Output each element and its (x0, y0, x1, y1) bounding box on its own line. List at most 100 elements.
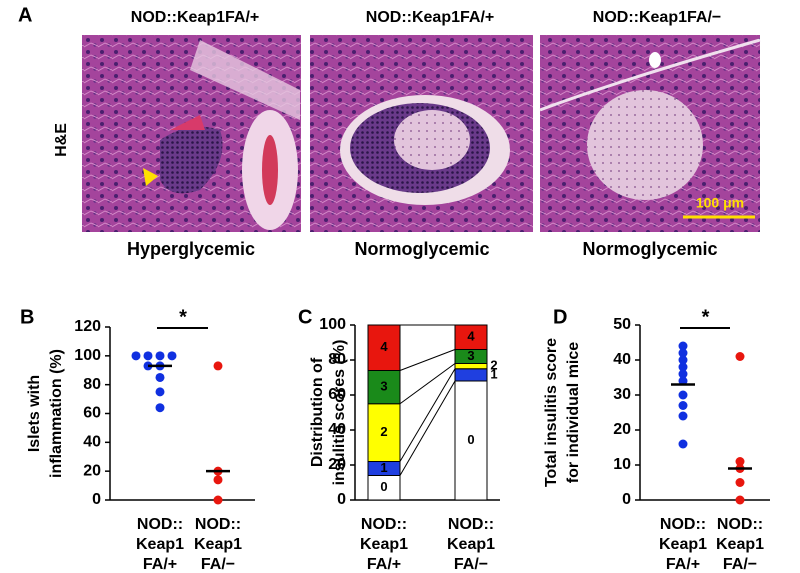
data-point (143, 351, 153, 361)
y-tick-label: 120 (74, 318, 101, 335)
micrograph (310, 35, 533, 232)
y-tick-label: 0 (337, 491, 346, 508)
y-axis-label: Distribution of (309, 357, 326, 467)
segment-label: 4 (467, 329, 475, 344)
significance-label: * (702, 306, 710, 328)
y-axis-label: Islets with (26, 375, 43, 452)
x-tick-label: NOD:: (361, 516, 407, 533)
panel-label: B (20, 306, 34, 328)
segment-label: 3 (380, 379, 387, 394)
x-tick-label: NOD:: (195, 516, 241, 533)
panel-label: A (18, 4, 32, 26)
segment-label: 4 (380, 339, 388, 354)
connector (399, 349, 456, 371)
data-point (735, 457, 745, 466)
chart-panel: B Islets with inflammation (%) 0 20 40 60 80 100… (20, 306, 255, 573)
y-tick-label: 80 (83, 376, 101, 393)
x-tick-label: Keap1 (360, 536, 408, 553)
bar-segment (454, 380, 488, 501)
x-tick-label: NOD:: (660, 516, 706, 533)
data-point (213, 475, 223, 485)
data-point (678, 341, 688, 351)
y-tick-label: 20 (613, 421, 631, 438)
data-point (155, 403, 165, 413)
panel-label: C (298, 306, 312, 328)
y-tick-label: 40 (613, 351, 631, 368)
connector (399, 380, 456, 476)
y-tick-label: 20 (328, 456, 346, 473)
panel-a: A NOD::Keap1FA/+ NOD::Keap1FA/+ NOD::Kea… (18, 4, 761, 259)
x-tick-label: Keap1 (716, 536, 764, 553)
x-tick-label: Keap1 (136, 536, 184, 553)
x-tick-label: Keap1 (659, 536, 707, 553)
y-tick-label: 10 (613, 456, 631, 473)
data-point (678, 348, 688, 358)
data-point (678, 439, 688, 449)
y-tick-label: 40 (328, 421, 346, 438)
panel-label: D (553, 306, 567, 328)
data-point (155, 372, 165, 382)
y-tick-label: 80 (328, 351, 346, 368)
x-tick-label: Keap1 (447, 536, 495, 553)
data-point (678, 411, 688, 421)
bar-segment (454, 363, 488, 370)
y-axis-label: inflammation (%) (48, 349, 65, 478)
data-point (678, 362, 688, 372)
segment-label: 0 (380, 479, 387, 494)
column-title: NOD::Keap1FA/+ (131, 9, 259, 26)
y-tick-label: 60 (328, 386, 346, 403)
bar-segment (367, 370, 401, 405)
segment-label: 1 (380, 460, 387, 475)
chart-panel: D Total insulitis score for individual mic… (543, 306, 770, 573)
significance-label: * (179, 306, 187, 328)
x-tick-label: NOD:: (717, 516, 763, 533)
connector (399, 363, 456, 405)
x-tick-label: FA/+ (143, 556, 177, 573)
data-point (735, 352, 745, 361)
data-point (678, 401, 688, 410)
data-point (131, 351, 141, 361)
connector (399, 368, 456, 462)
column-caption: Normoglycemic (354, 239, 489, 259)
bar-segment (367, 324, 401, 371)
micrograph: 100 μm (539, 35, 761, 232)
x-tick-label: FA/− (723, 556, 757, 573)
y-axis-label: insulitis scores (%) (331, 340, 348, 486)
y-tick-label: 40 (83, 434, 101, 451)
x-tick-label: NOD:: (137, 516, 183, 533)
bar-segment (454, 368, 488, 382)
data-point (678, 390, 688, 400)
y-tick-label: 100 (319, 316, 346, 333)
x-tick-label: FA/− (454, 556, 488, 573)
column-title: NOD::Keap1FA/− (593, 9, 721, 26)
bar-segment (367, 475, 401, 501)
y-axis-label: for individual mice (565, 342, 582, 483)
data-point (155, 387, 165, 397)
y-axis-label: Total insulitis score (543, 338, 560, 487)
segment-label: 3 (467, 348, 474, 363)
x-tick-label: NOD:: (448, 516, 494, 533)
y-tick-label: 50 (613, 316, 631, 333)
segment-label: 2 (490, 358, 497, 373)
scale-bar-label: 100 μm (696, 195, 744, 211)
data-point (213, 495, 223, 505)
data-point (678, 355, 688, 365)
y-tick-label: 60 (83, 405, 101, 422)
data-point (167, 351, 177, 361)
y-tick-label: 20 (83, 462, 101, 479)
micrograph (82, 35, 301, 232)
column-title: NOD::Keap1FA/+ (366, 9, 494, 26)
x-tick-label: Keap1 (194, 536, 242, 553)
y-tick-label: 100 (74, 347, 101, 364)
x-tick-label: FA/− (201, 556, 235, 573)
column-caption: Hyperglycemic (127, 239, 255, 259)
bar-segment (454, 324, 488, 350)
segment-label: 0 (467, 432, 474, 447)
data-point (735, 478, 745, 487)
data-point (213, 361, 223, 371)
column-caption: Normoglycemic (582, 239, 717, 259)
stain-label: H&E (53, 123, 70, 157)
data-point (678, 369, 688, 379)
